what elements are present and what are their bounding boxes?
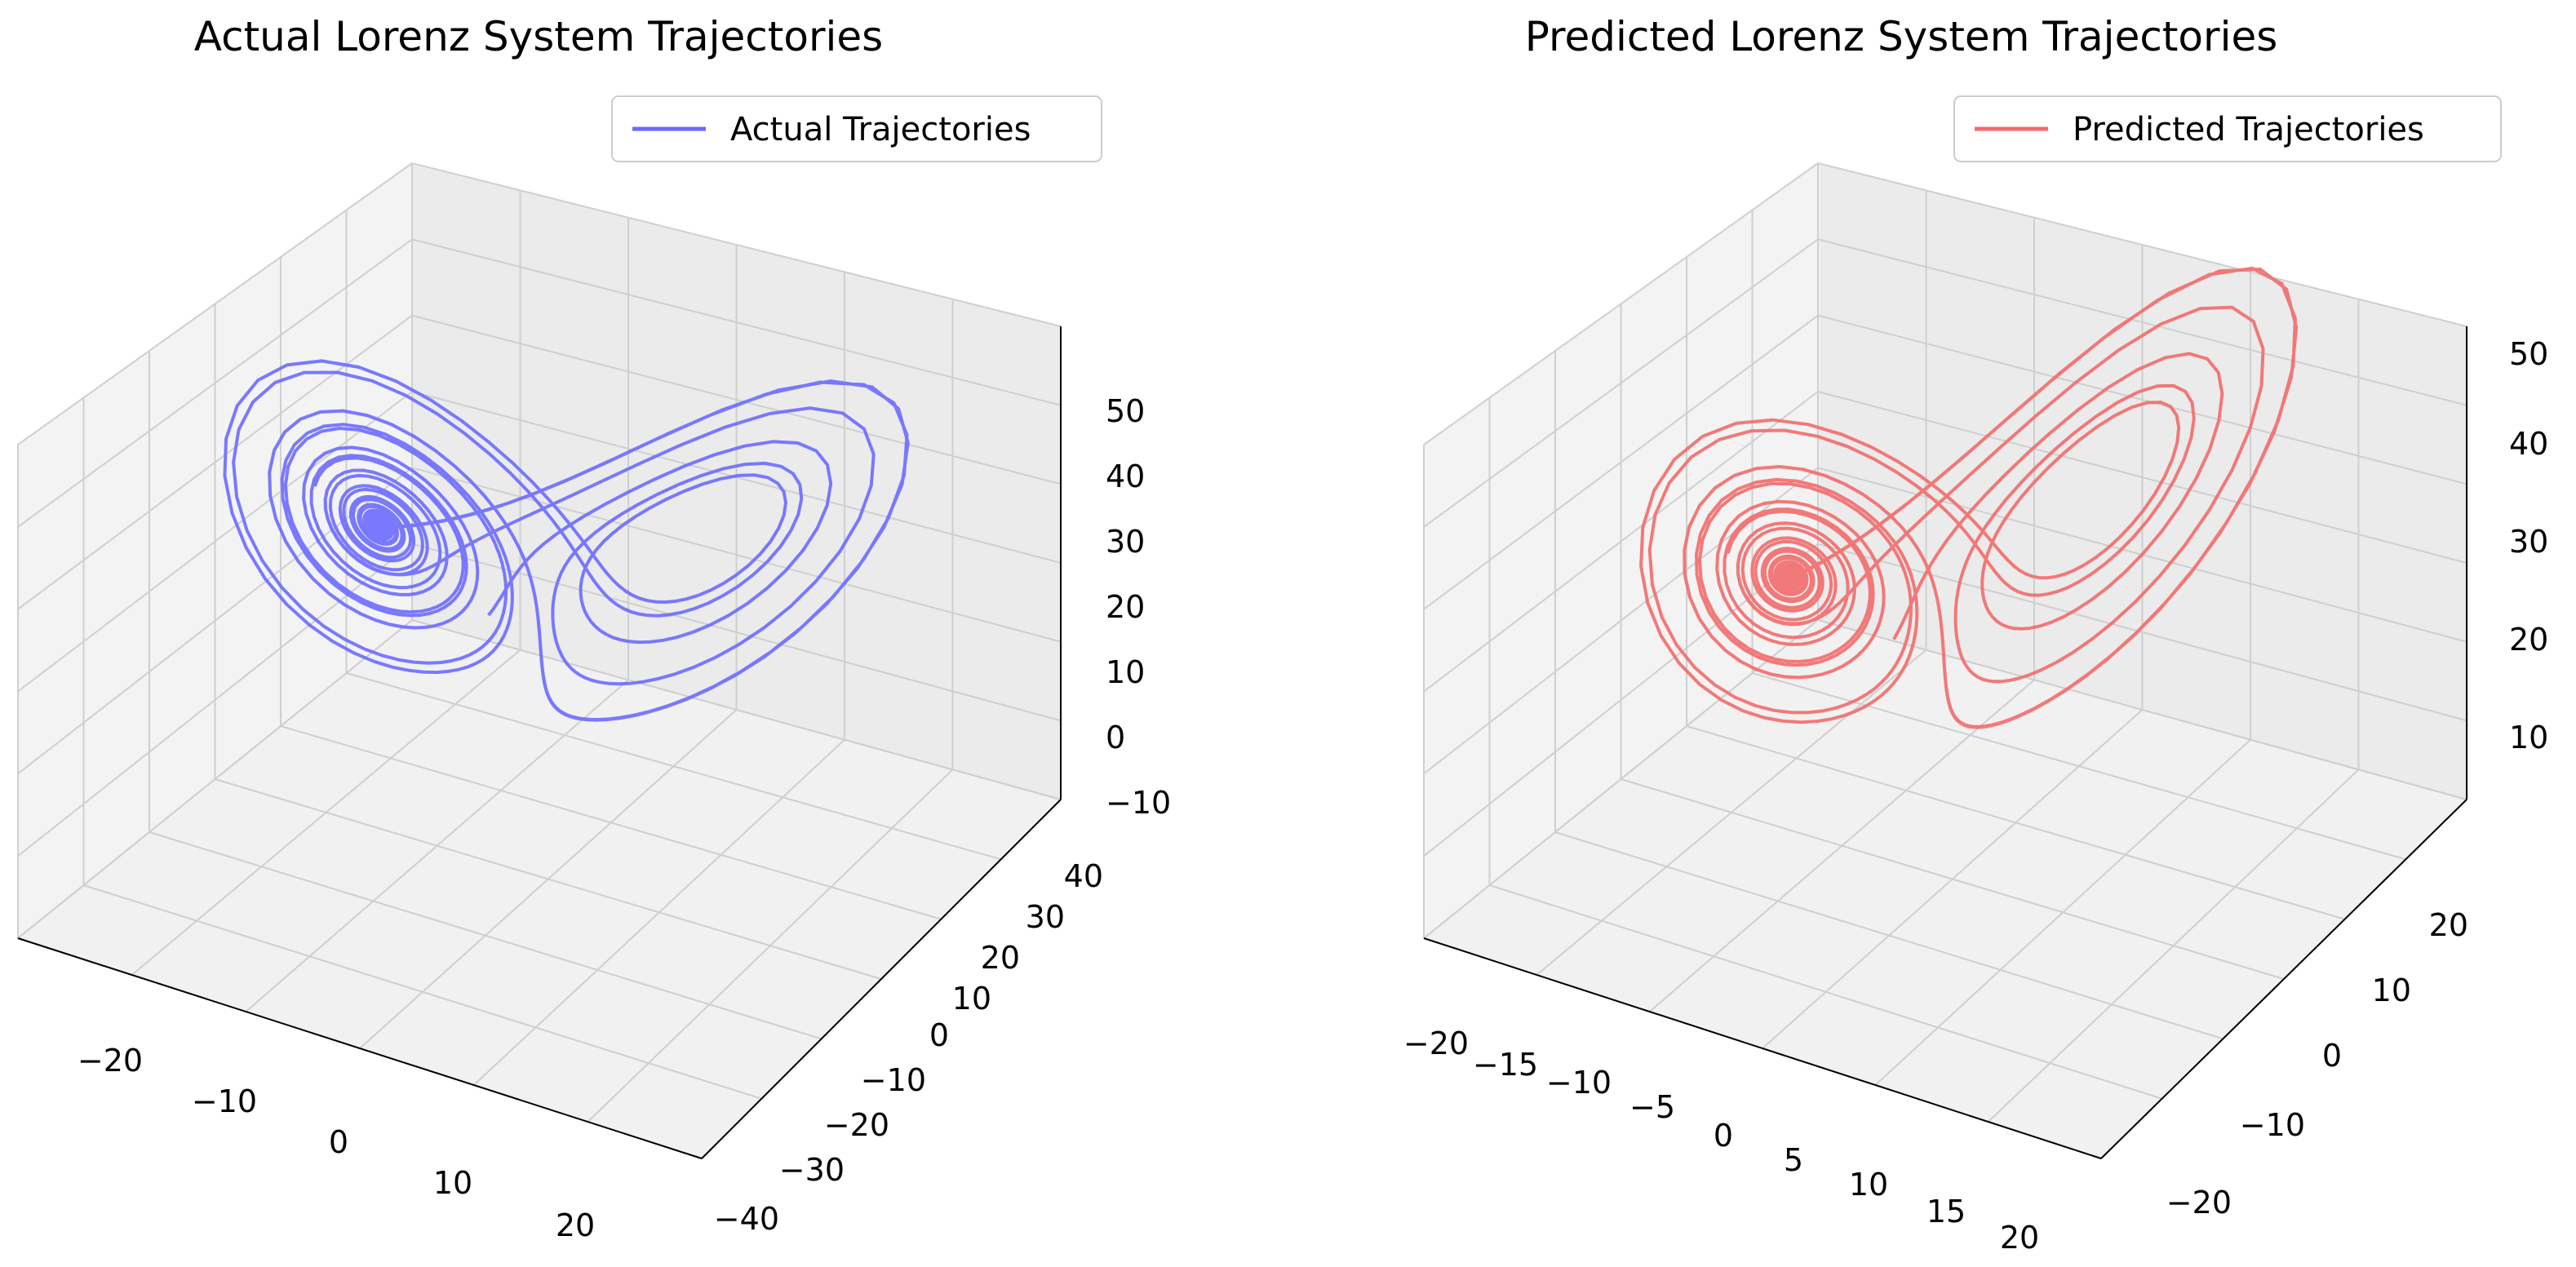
y-tick-label: −20: [824, 1107, 889, 1143]
z-axis: 10 20 30 40 50: [2509, 336, 2548, 755]
y-tick-label: 10: [952, 981, 991, 1017]
z-axis: −10 0 10 20 30 40 50: [1106, 393, 1171, 821]
series-actual-trajectories: [223, 359, 910, 722]
legend-frame: [1953, 95, 2502, 162]
y-tick-label: 30: [1026, 899, 1065, 935]
y-tick-label: 20: [981, 940, 1020, 976]
x-tick-label: −20: [78, 1043, 143, 1079]
z-tick-label: 30: [1106, 524, 1145, 560]
legend-label: Predicted Trajectories: [2073, 111, 2424, 148]
z-tick-label: 40: [2509, 426, 2548, 462]
x-axis: −20 −15 −10 −5 0 5 10 15 20: [1403, 1026, 2039, 1256]
y-tick-label: −30: [779, 1152, 845, 1188]
pane-floor: [18, 620, 1061, 1158]
gridline: [17, 937, 703, 1159]
x-tick-label: −5: [1629, 1089, 1675, 1125]
gridline: [587, 769, 954, 1123]
x-tick-label: −10: [1546, 1065, 1612, 1101]
z-tick-label: 50: [2509, 336, 2548, 372]
pane-back: [1820, 163, 2468, 800]
x-tick-label: −15: [1473, 1047, 1538, 1083]
z-tick-label: 10: [1106, 654, 1145, 690]
y-tick-label: −10: [861, 1062, 926, 1098]
panel-predicted: Predicted Lorenz System Trajectories −20…: [1403, 13, 2548, 1256]
pane-floor: [1424, 620, 2468, 1158]
legend-label: Actual Trajectories: [730, 111, 1031, 148]
y-tick-label: −10: [2240, 1107, 2305, 1143]
y-axis: −20 −10 0 10 20: [2166, 907, 2468, 1220]
y-tick-label: 10: [2372, 972, 2411, 1008]
z-tick-label: 20: [2509, 622, 2548, 658]
z-tick-label: 20: [1106, 589, 1145, 625]
chart-title: Actual Lorenz System Trajectories: [194, 13, 883, 60]
z-tick-label: 40: [1106, 459, 1145, 494]
x-tick-label: 20: [2000, 1220, 2039, 1256]
gridline: [411, 619, 1062, 800]
y-tick-label: −20: [2166, 1185, 2232, 1220]
gridline: [1987, 769, 2360, 1123]
z-tick-label: 10: [2509, 720, 2548, 755]
gridline: [1423, 619, 1819, 939]
gridline: [1817, 619, 2467, 800]
gridlines: [1423, 162, 2467, 1159]
gridline: [1423, 937, 2102, 1159]
legend: Predicted Trajectories: [1953, 95, 2502, 162]
z-tick-label: 0: [1106, 720, 1125, 755]
panel-actual: Actual Lorenz System Trajectories −20 −1…: [17, 13, 1171, 1243]
series-predicted-trajectories: [1639, 266, 2299, 729]
x-axis: −20 −10 0 10 20: [78, 1043, 595, 1243]
y-tick-label: 0: [929, 1017, 949, 1053]
x-tick-label: −20: [1403, 1026, 1469, 1061]
y-tick-label: 0: [2322, 1038, 2342, 1074]
gridline: [701, 799, 1062, 1159]
x-tick-label: 15: [1926, 1194, 1966, 1229]
z-tick-label: 30: [2509, 524, 2548, 560]
gridlines: [17, 162, 1062, 1159]
legend: Actual Trajectories: [611, 95, 1102, 162]
x-tick-label: 0: [1714, 1118, 1733, 1154]
legend-frame: [611, 95, 1102, 162]
x-tick-label: 5: [1784, 1142, 1803, 1178]
x-tick-label: 10: [433, 1165, 472, 1201]
y-axis: −40 −30 −20 −10 0 10 20 30 40: [714, 858, 1103, 1237]
gridline: [2100, 799, 2467, 1159]
y-tick-label: 40: [1064, 858, 1103, 894]
gridline: [17, 619, 413, 939]
z-tick-label: 50: [1106, 393, 1145, 429]
x-tick-label: 10: [1849, 1167, 1888, 1203]
z-tick-label: −10: [1106, 785, 1171, 821]
chart-title: Predicted Lorenz System Trajectories: [1525, 13, 2278, 60]
y-tick-label: 20: [2429, 907, 2468, 943]
x-tick-label: −10: [192, 1083, 257, 1119]
x-tick-label: 20: [556, 1207, 595, 1243]
x-tick-label: 0: [329, 1124, 348, 1160]
y-tick-label: −40: [714, 1201, 779, 1237]
